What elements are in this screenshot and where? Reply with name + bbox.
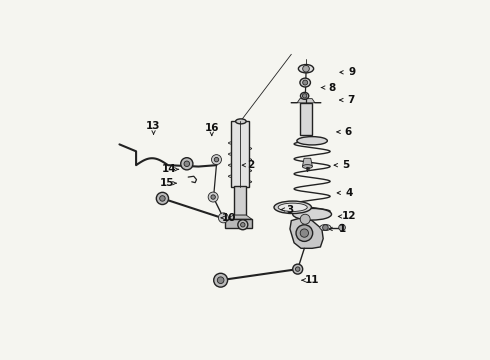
Circle shape [302, 94, 307, 98]
Ellipse shape [297, 136, 327, 145]
Text: 8: 8 [328, 82, 335, 93]
Circle shape [160, 196, 165, 201]
Circle shape [322, 225, 328, 230]
Bar [234, 186, 246, 215]
Text: 3: 3 [286, 204, 294, 215]
Polygon shape [225, 215, 252, 219]
Circle shape [184, 161, 190, 167]
Ellipse shape [278, 203, 307, 211]
Polygon shape [302, 158, 313, 167]
Text: 16: 16 [204, 123, 219, 133]
Circle shape [300, 229, 309, 237]
Ellipse shape [302, 165, 313, 168]
Circle shape [303, 80, 308, 85]
Text: 14: 14 [162, 164, 177, 174]
Text: 5: 5 [342, 160, 349, 170]
Circle shape [295, 267, 300, 271]
Circle shape [217, 277, 224, 284]
Polygon shape [291, 99, 321, 103]
Ellipse shape [293, 208, 332, 220]
Circle shape [214, 157, 219, 162]
Circle shape [300, 214, 310, 224]
Circle shape [219, 213, 228, 223]
Circle shape [293, 264, 303, 274]
Ellipse shape [300, 93, 309, 99]
Circle shape [296, 225, 313, 242]
Circle shape [208, 192, 218, 202]
Text: 2: 2 [247, 160, 255, 170]
Circle shape [211, 195, 216, 199]
Text: 6: 6 [344, 127, 352, 137]
Circle shape [339, 224, 345, 231]
Text: 13: 13 [147, 121, 161, 131]
Ellipse shape [298, 64, 314, 73]
Bar [300, 103, 312, 135]
Text: 4: 4 [346, 188, 353, 198]
Circle shape [214, 273, 227, 287]
Circle shape [238, 220, 248, 230]
Ellipse shape [300, 78, 311, 87]
Circle shape [181, 158, 193, 170]
Bar [231, 121, 249, 187]
Circle shape [241, 222, 245, 227]
Text: 11: 11 [305, 275, 319, 285]
Ellipse shape [320, 225, 331, 231]
Text: 10: 10 [221, 213, 236, 223]
Text: 7: 7 [347, 95, 355, 105]
Text: 1: 1 [339, 224, 346, 234]
Ellipse shape [236, 119, 246, 124]
Text: 15: 15 [159, 178, 174, 188]
Bar [225, 219, 252, 228]
Circle shape [156, 192, 169, 204]
Ellipse shape [274, 201, 312, 213]
Circle shape [212, 155, 221, 165]
Polygon shape [290, 218, 323, 248]
Text: 12: 12 [343, 211, 357, 221]
Circle shape [303, 66, 309, 72]
Text: 9: 9 [349, 67, 356, 77]
